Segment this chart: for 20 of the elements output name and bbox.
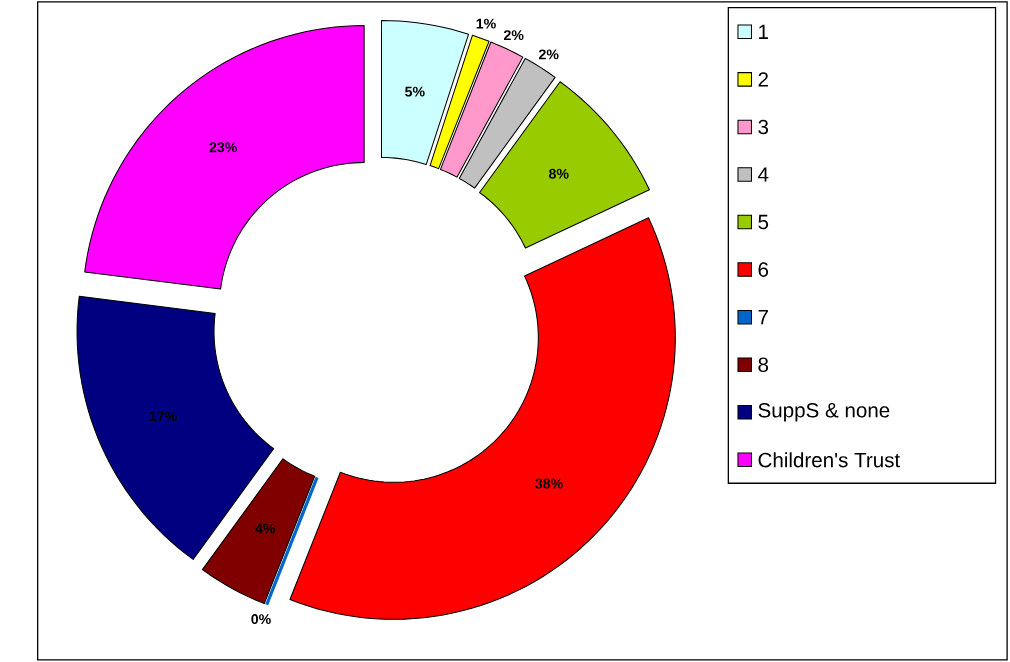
data-label: 1% (476, 18, 496, 29)
legend-label: 3 (758, 119, 769, 135)
legend-label: 8 (758, 357, 769, 373)
legend-label: 5 (758, 215, 769, 230)
legend-label: 2 (758, 72, 768, 87)
legend-label: 4 (757, 167, 769, 182)
data-label: 5% (405, 86, 425, 97)
data-label: 8% (549, 168, 569, 179)
data-label: 2% (503, 30, 524, 41)
legend-label: 7 (758, 310, 768, 325)
text: 0% (251, 614, 271, 625)
data-label: 38% (535, 478, 563, 489)
legend-label: SuppS & none (758, 403, 890, 422)
data-label: 17% (149, 411, 177, 422)
legend-label: 1 (759, 24, 768, 40)
data-label: 4% (255, 523, 276, 534)
data-label: 23% (209, 142, 237, 153)
legend-label: Children's Trust (758, 452, 901, 468)
legend-label: 6 (758, 262, 769, 278)
data-label: 2% (539, 49, 559, 60)
